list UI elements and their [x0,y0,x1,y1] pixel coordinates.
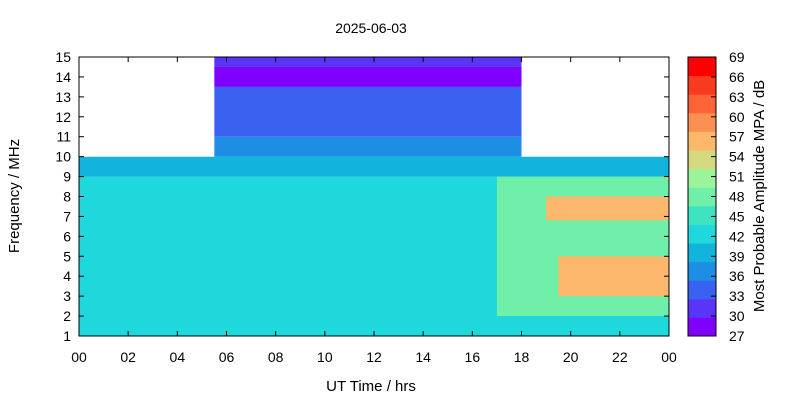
x-tick-label: 08 [268,349,284,365]
colorbar-segment [688,75,716,95]
colorbar-tick-label: 54 [729,149,745,165]
y-tick-label: 14 [55,69,71,85]
x-axis-label: UT Time / hrs [326,378,416,395]
x-tick-label: 16 [465,349,481,365]
colorbar-segment [688,187,716,207]
y-tick-label: 10 [55,149,71,165]
colorbar-segment [688,150,716,170]
x-tick-label: 18 [514,349,530,365]
colorbar-tick-label: 39 [729,248,745,264]
colorbar-segment [688,280,716,300]
colorbar-segment [688,298,716,318]
colorbar-tick-label: 30 [729,308,745,324]
y-tick-label: 2 [63,308,71,324]
colorbar-segment [688,57,716,77]
colorbar-tick-label: 36 [729,268,745,284]
y-tick-label: 4 [63,268,71,284]
colorbar-label: Most Probable Amplitude MPA / dB [751,80,768,312]
heatmap-band [558,256,669,297]
heatmap-band [214,57,522,67]
colorbar-segment [688,205,716,225]
x-tick-label: 12 [366,349,382,365]
colorbar-segment [688,261,716,281]
colorbar-segment [688,168,716,188]
colorbar-tick-label: 57 [729,129,745,145]
x-axis: 00 02 04 06 08 10 12 14 16 18 20 22 00 [71,57,677,365]
colorbar-tick-label: 51 [729,169,745,185]
heatmap-band [214,86,522,137]
colorbar: 27 30 33 36 39 42 45 48 51 54 57 60 63 66 69 [687,49,745,344]
x-tick-label: 00 [661,349,677,365]
y-tick-label: 15 [55,49,71,65]
plot-area [79,57,669,336]
heatmap-band [214,136,522,157]
colorbar-tick-label: 42 [729,228,745,244]
colorbar-tick-label: 60 [729,109,745,125]
colorbar-segment [688,112,716,132]
y-tick-label: 9 [63,169,71,185]
chart-title: 2025-06-03 [335,20,407,36]
colorbar-segment [688,94,716,114]
heatmap-band [214,66,522,87]
colorbar-tick-label: 63 [729,89,745,105]
colorbar-segment [688,317,716,337]
y-tick-label: 13 [55,89,71,105]
colorbar-tick-label: 66 [729,69,745,85]
colorbar-tick-label: 48 [729,189,745,205]
y-tick-label: 1 [63,328,71,344]
x-tick-label: 22 [612,349,628,365]
colorbar-tick-label: 45 [729,208,745,224]
no-data-region [79,57,215,157]
x-tick-label: 04 [170,349,186,365]
colorbar-tick-label: 69 [729,49,745,65]
y-tick-label: 11 [56,129,71,145]
x-tick-label: 02 [120,349,136,365]
x-tick-label: 06 [219,349,235,365]
y-tick-label: 7 [63,208,71,224]
x-tick-label: 10 [317,349,333,365]
y-tick-label: 8 [63,189,71,205]
no-data-region [521,57,669,157]
colorbar-segment [688,224,716,244]
heatmap-band [79,156,669,177]
colorbar-tick-label: 27 [729,328,745,344]
y-axis-label: Frequency / MHz [6,139,23,253]
y-tick-label: 6 [63,228,71,244]
colorbar-tick-label: 33 [729,288,745,304]
y-tick-label: 5 [63,248,71,264]
x-tick-label: 00 [71,349,87,365]
x-tick-label: 14 [415,349,431,365]
y-tick-label: 3 [63,288,71,304]
colorbar-segment [688,243,716,263]
colorbar-segment [688,131,716,151]
y-tick-label: 12 [55,109,71,125]
heatmap-band [546,196,669,221]
x-tick-label: 20 [563,349,579,365]
